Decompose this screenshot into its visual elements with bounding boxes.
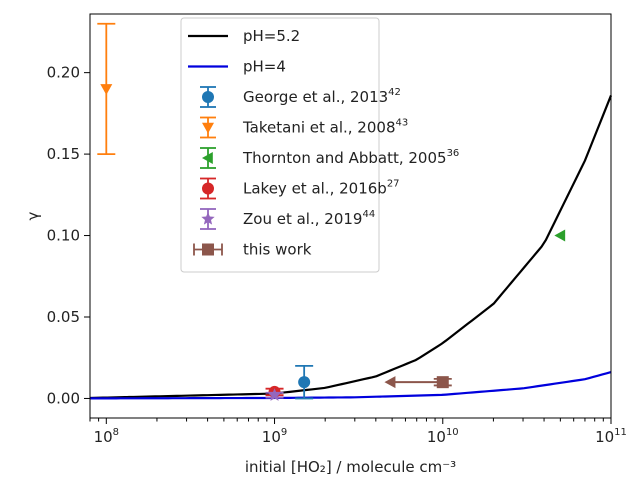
y-tick-label: 0.10 [47,227,80,245]
legend-marker-thornton-and-abbatt-2005 [202,152,213,164]
legend-label-ph-5-2: pH=5.2 [243,27,300,45]
legend-marker-george-et-al-2013 [202,91,214,103]
x-tick-label: 108 [94,427,119,446]
legend-label-george-et-al-2013: George et al., 201342 [243,87,401,106]
legend-label-this-work: this work [243,241,312,259]
x-axis-label: initial [HO₂] / molecule cm⁻³ [245,458,456,476]
legend-marker-zou-et-al-2019 [201,212,215,225]
point-zou-et-al-2019 [267,388,282,401]
legend-label-taketani-et-al-2008: Taketani et al., 200843 [242,118,408,137]
y-tick-label: 0.00 [47,389,80,407]
series-lines [89,95,613,400]
y-axis-label: γ [24,211,42,220]
x-tick-label: 1011 [595,427,627,446]
point-taketani-et-al-2008 [100,84,113,95]
arrowhead-this-work [384,376,396,389]
y-tick-label: 0.20 [47,64,80,82]
legend-marker-lakey-et-al-2016b [202,182,214,195]
legend-label-zou-et-al-2019: Zou et al., 201944 [243,209,375,228]
plot-frame [89,13,612,419]
legend-label-lakey-et-al-2016b: Lakey et al., 2016b27 [243,179,400,198]
point-george-et-al-2013 [298,376,311,389]
y-tick-label: 0.05 [47,308,80,326]
legend-marker-this-work [202,243,214,256]
point-this-work [436,376,449,389]
data-points [97,22,566,401]
x-axis: 108 109 1010 1011 [89,418,627,446]
line-ph-5-2 [89,95,613,400]
legend-label-ph-4: pH=4 [243,58,286,76]
x-tick-label: 1010 [427,427,459,446]
point-thornton-and-abbatt-2005 [554,229,566,242]
y-axis: 0.00 0.05 0.10 0.15 0.20 [47,64,90,407]
y-tick-label: 0.15 [47,145,80,163]
legend: pH=5.2 pH=4 George et al., 201342 Taketani … [180,17,459,273]
legend-marker-taketani-et-al-2008 [202,122,214,134]
legend-box [180,17,380,273]
x-tick-label: 109 [262,427,287,446]
legend-label-thornton-and-abbatt-2005: Thornton and Abbatt, 200536 [242,148,459,167]
line-ph-4 [89,370,612,400]
